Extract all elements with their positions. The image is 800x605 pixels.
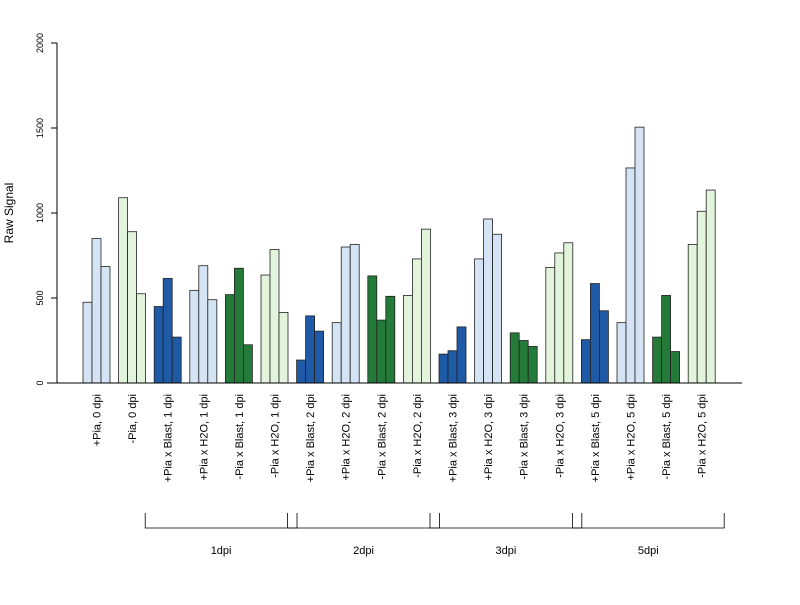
x-tick-label: +Pia x H2O, 5 dpi xyxy=(626,394,638,481)
bar xyxy=(162,278,173,384)
bar xyxy=(634,126,645,384)
group-bracket xyxy=(572,513,725,529)
group-brackets: 1dpi 2dpi 3dpi 5dpi xyxy=(144,513,725,557)
bar xyxy=(705,189,716,384)
group-label: 3dpi xyxy=(496,545,517,557)
bar xyxy=(189,289,200,384)
bar xyxy=(278,312,289,384)
bar xyxy=(411,258,422,384)
y-tick-label: 1000 xyxy=(35,203,45,223)
bar xyxy=(376,319,387,384)
bar xyxy=(527,346,538,384)
x-tick-label: -Pia x H2O, 1 dpi xyxy=(270,394,282,478)
x-tick-label: +Pia x H2O, 2 dpi xyxy=(341,394,353,481)
x-tick-label: -Pia, 0 dpi xyxy=(127,394,139,444)
x-tick-label: +Pia, 0 dpi xyxy=(92,394,104,446)
group-bracket xyxy=(429,513,583,529)
bar xyxy=(616,322,627,384)
x-tick-label: +Pia x H2O, 3 dpi xyxy=(483,394,495,481)
bar xyxy=(456,326,467,384)
group-bracket xyxy=(287,513,440,529)
bar xyxy=(518,340,529,384)
group-label: 1dpi xyxy=(211,545,232,557)
bar xyxy=(242,344,253,384)
bar xyxy=(305,315,316,384)
bar xyxy=(100,266,111,384)
bar xyxy=(127,231,137,384)
bar xyxy=(198,265,209,384)
bar xyxy=(269,249,280,384)
x-tick-label: -Pia x H2O, 5 dpi xyxy=(697,394,709,478)
bar xyxy=(153,306,164,384)
bar xyxy=(420,228,431,384)
y-axis: 0 500 1000 1500 2000 xyxy=(35,33,58,386)
bar xyxy=(233,267,244,384)
bar xyxy=(545,266,556,384)
bar xyxy=(314,330,325,384)
bar xyxy=(625,167,636,384)
y-axis-title: Raw Signal xyxy=(2,183,16,244)
bar xyxy=(224,294,235,384)
group-bracket xyxy=(144,513,298,529)
bar xyxy=(438,353,449,384)
bar xyxy=(171,336,182,384)
y-tick-label: 2000 xyxy=(35,33,45,53)
x-tick-label: -Pia x H2O, 2 dpi xyxy=(412,394,424,478)
bar xyxy=(118,197,128,384)
bars xyxy=(82,126,716,384)
bar xyxy=(91,238,102,384)
bar xyxy=(509,332,520,384)
x-tick-label: +Pia x Blast, 1 dpi xyxy=(163,394,175,482)
y-tick-label: 0 xyxy=(35,380,45,385)
bar xyxy=(349,244,360,384)
group-label: 2dpi xyxy=(353,545,374,557)
bar xyxy=(447,350,458,384)
x-tick-label: +Pia x Blast, 2 dpi xyxy=(305,394,317,482)
bar xyxy=(492,233,503,384)
bar xyxy=(483,218,494,384)
bar xyxy=(402,295,413,384)
bar xyxy=(207,299,218,384)
bar xyxy=(554,252,565,384)
bar xyxy=(296,359,307,384)
bar xyxy=(136,293,147,384)
x-tick-label: -Pia x Blast, 5 dpi xyxy=(661,394,673,480)
bar xyxy=(590,283,600,384)
bar xyxy=(331,322,342,384)
y-tick-label: 500 xyxy=(35,290,45,305)
bar xyxy=(82,301,93,384)
group-label: 5dpi xyxy=(638,545,659,557)
x-tick-label: -Pia x Blast, 3 dpi xyxy=(519,394,531,480)
bar xyxy=(474,258,485,384)
bar xyxy=(696,210,707,384)
bar xyxy=(670,351,680,384)
bar xyxy=(687,244,698,384)
bar xyxy=(652,336,662,384)
x-tick-label: -Pia x Blast, 2 dpi xyxy=(376,394,388,480)
bar xyxy=(581,339,591,384)
x-tick-labels: +Pia, 0 dpi -Pia, 0 dpi +Pia x Blast, 1 dp… xyxy=(92,394,709,482)
bar xyxy=(385,295,396,384)
x-tick-label: +Pia x Blast, 3 dpi xyxy=(448,394,460,482)
x-tick-label: -Pia x Blast, 1 dpi xyxy=(234,394,246,480)
x-tick-label: +Pia x H2O, 1 dpi xyxy=(198,394,210,481)
bar xyxy=(563,242,574,384)
x-tick-label: -Pia x H2O, 3 dpi xyxy=(554,394,566,478)
bar xyxy=(260,274,271,384)
bar xyxy=(367,275,378,384)
y-tick-label: 1500 xyxy=(35,118,45,138)
bar xyxy=(599,310,609,384)
bar xyxy=(661,295,671,384)
bar xyxy=(340,246,351,384)
x-tick-label: +Pia x Blast, 5 dpi xyxy=(590,394,602,482)
